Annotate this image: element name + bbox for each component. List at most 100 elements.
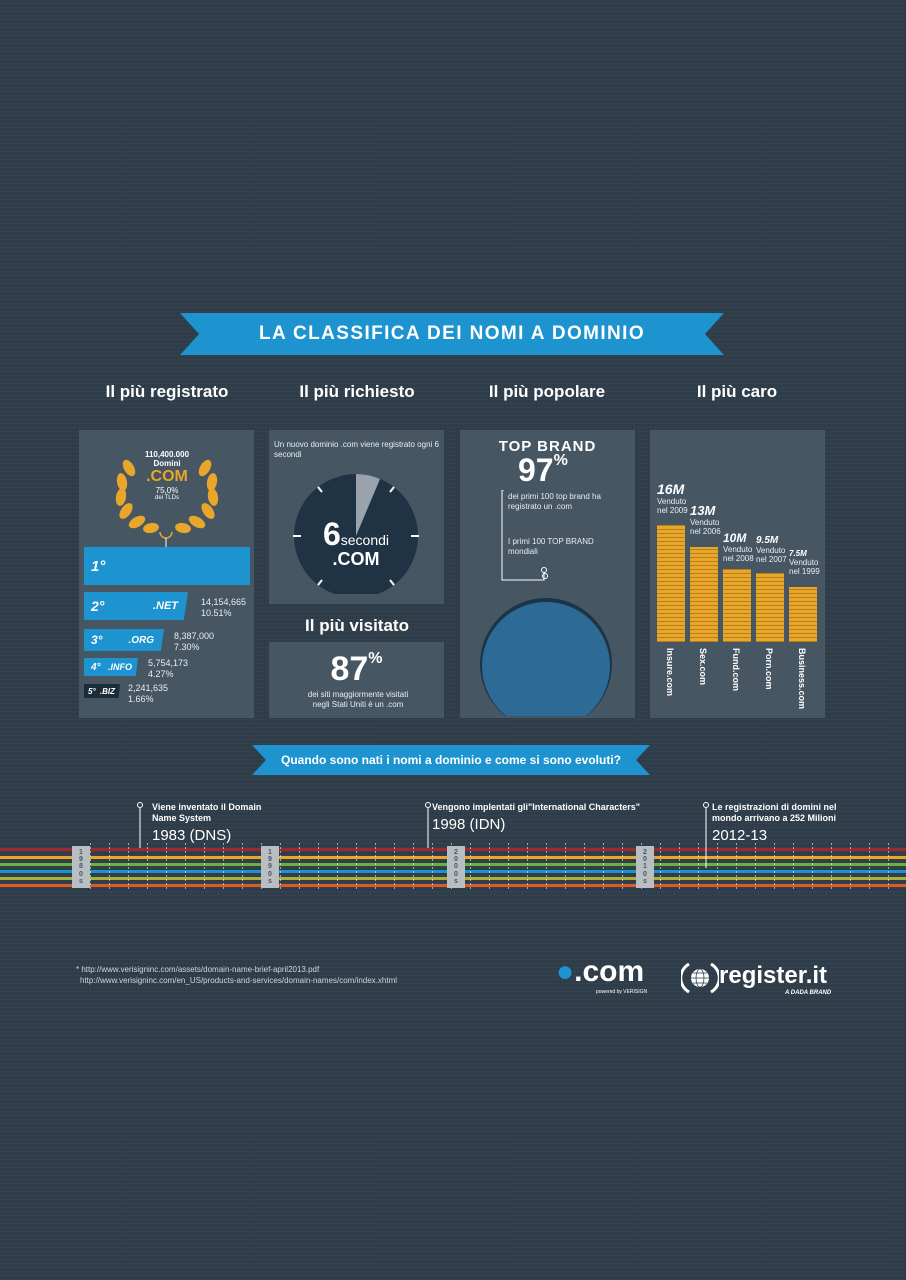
rank-5-bar: 5° .BIZ bbox=[84, 684, 120, 698]
event-idn-year: 1998 (IDN) bbox=[432, 815, 506, 833]
rank-2-values: 14,154,665 10.51% bbox=[201, 597, 246, 619]
visited-stat: 87% bbox=[269, 650, 444, 689]
rank-5-pct: 1.66% bbox=[128, 693, 154, 704]
price-label: 13M Venduto nel 2006 bbox=[690, 503, 740, 536]
expensive-chart: 16M Venduto nel 2009 Insure.com 13M Venduto ne… bbox=[650, 430, 825, 718]
price-value: 7.5M bbox=[789, 549, 807, 559]
event-2012-title: Le registrazioni di domini nel mondo arr… bbox=[712, 802, 837, 823]
timeline-tick bbox=[622, 843, 623, 891]
globe-icon bbox=[681, 962, 719, 994]
event-2012-year: 2012-13 bbox=[712, 826, 768, 844]
era-letter: s bbox=[79, 878, 83, 886]
rank-1-bar: 1° bbox=[84, 547, 250, 585]
rank-3-bar: 3° .ORG bbox=[84, 629, 164, 651]
clock-icon bbox=[293, 474, 419, 594]
era-letter: s bbox=[643, 878, 647, 886]
timeline-tick bbox=[470, 843, 471, 891]
era-letter: 0 bbox=[454, 855, 458, 863]
timeline-question: Quando sono nati i nomi a dominio e come… bbox=[280, 753, 622, 767]
timeline-tick bbox=[109, 843, 110, 891]
laurel-text: 110,400.000 Domini .COM 75,0% dei TLDs bbox=[119, 450, 215, 501]
timeline-tick bbox=[185, 843, 186, 891]
laurel-label: Domini bbox=[153, 459, 181, 468]
timeline-tick bbox=[337, 843, 338, 891]
era-letter: s bbox=[454, 878, 458, 886]
footnote-line-2: http://www.verisigninc.com/en_US/product… bbox=[80, 975, 398, 985]
popular-caption: dei primi 100 top brand ha registrato un… bbox=[508, 492, 601, 511]
panel-popular: TOP BRAND 97% dei primi 100 top brand ha… bbox=[460, 430, 635, 718]
com-logo-text: ●.com bbox=[556, 955, 645, 988]
timeline-banner: Quando sono nati i nomi a dominio e come… bbox=[252, 745, 650, 775]
rank-5-count: 2,241,635 bbox=[128, 683, 169, 693]
price-label: 9.5M Venduto nel 2007 bbox=[756, 535, 806, 564]
price-value: 10M bbox=[723, 530, 747, 545]
popular-stat: 97% bbox=[518, 452, 568, 489]
timeline-tick bbox=[90, 843, 91, 891]
event-2012-marker bbox=[703, 802, 709, 868]
sold-year: nel 2008 bbox=[723, 554, 754, 564]
timeline-tick bbox=[394, 843, 395, 891]
requested-caption: Un nuovo dominio .com viene registrato o… bbox=[274, 440, 439, 459]
domain-label: Business.com bbox=[797, 648, 807, 710]
timeline-tick bbox=[299, 843, 300, 891]
popular-pct-sign: % bbox=[553, 452, 568, 469]
timeline-tick bbox=[679, 843, 680, 891]
register-logo-text: register.it bbox=[719, 962, 828, 989]
era-letter: 0 bbox=[643, 870, 647, 878]
rank-3-count: 8,387,000 bbox=[174, 631, 215, 641]
sold-label: Venduto bbox=[756, 545, 786, 555]
laurel-ext: .COM bbox=[146, 468, 188, 485]
requested-number: 6 bbox=[322, 516, 341, 552]
era-letter: s bbox=[268, 878, 272, 886]
timeline-tick bbox=[223, 843, 224, 891]
timeline-tick bbox=[793, 843, 794, 891]
laurel-count: 110,400.000 bbox=[144, 450, 190, 459]
era-letter: 9 bbox=[79, 855, 83, 863]
sold-year: nel 2006 bbox=[690, 527, 721, 537]
price-bar bbox=[723, 568, 751, 642]
timeline-tick bbox=[280, 843, 281, 891]
rank-3-values: 8,387,000 7.30% bbox=[174, 631, 214, 653]
domain-label: Porn.com bbox=[764, 648, 774, 690]
register-logo-sub: A DADA BRAND bbox=[785, 990, 832, 996]
price-bar bbox=[690, 546, 718, 642]
event-2012: Le registrazioni di domini nel mondo arr… bbox=[712, 802, 852, 844]
event-idn-marker bbox=[425, 802, 431, 848]
event-dns: Viene inventato il Domain Name System 19… bbox=[152, 802, 272, 844]
era-letter: 2 bbox=[643, 848, 647, 856]
footnote-line-1: * http://www.verisigninc.com/assets/doma… bbox=[76, 965, 320, 974]
timeline-tick bbox=[318, 843, 319, 891]
era-letter: 1 bbox=[79, 848, 83, 856]
timeline-tick bbox=[546, 843, 547, 891]
panel-expensive: 16M Venduto nel 2009 Insure.com 13M Venduto ne… bbox=[650, 430, 825, 718]
com-logo-word: .com bbox=[574, 955, 645, 988]
timeline-tick bbox=[774, 843, 775, 891]
timeline-tick bbox=[831, 843, 832, 891]
timeline-tick bbox=[356, 843, 357, 891]
title-popular: Il più popolare bbox=[488, 382, 606, 401]
era-letter: 8 bbox=[79, 863, 83, 871]
timeline-tick bbox=[204, 843, 205, 891]
com-logo: ●.com powered by VERISIGN bbox=[556, 955, 666, 996]
rank-5-pos: 5° bbox=[88, 686, 96, 696]
era-letter: 9 bbox=[268, 855, 272, 863]
era-letter: 1 bbox=[643, 863, 647, 871]
domain-label: Fund.com bbox=[731, 648, 741, 691]
timeline-tick bbox=[698, 843, 699, 891]
rank-4-ext: .INFO bbox=[108, 662, 132, 672]
rank-2-pos: 2° bbox=[91, 598, 105, 614]
event-dns-title: Viene inventato il Domain Name System bbox=[152, 802, 262, 823]
timeline-tick bbox=[869, 843, 870, 891]
timeline-tick bbox=[375, 843, 376, 891]
timeline-tick bbox=[755, 843, 756, 891]
era-letter: 0 bbox=[454, 870, 458, 878]
rank-4-bar: 4° .INFO bbox=[84, 658, 138, 676]
timeline-tick bbox=[660, 843, 661, 891]
popular-note: I primi 100 TOP BRAND mondiali bbox=[508, 537, 594, 556]
requested-unit: secondi bbox=[340, 532, 390, 548]
sold-year: nel 2007 bbox=[756, 554, 787, 564]
rank-2-ext: .NET bbox=[152, 600, 178, 612]
price-value: 16M bbox=[657, 481, 685, 497]
